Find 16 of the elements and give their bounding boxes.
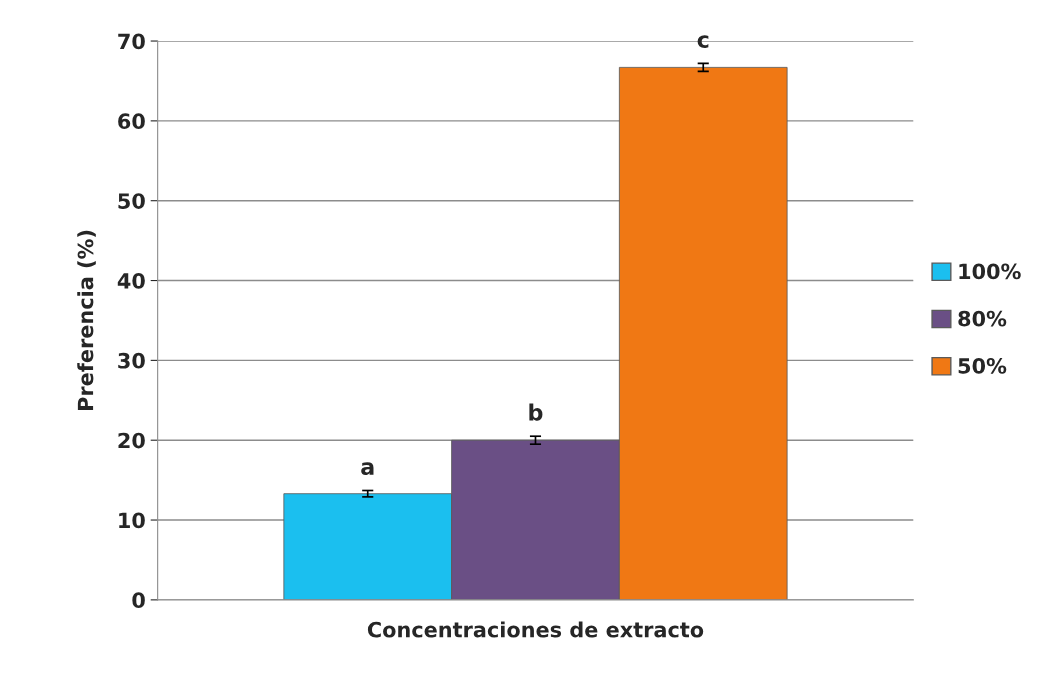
y-tick-label: 50: [118, 193, 145, 209]
y-tick-label: 70: [118, 33, 145, 50]
annotation: b: [529, 403, 543, 421]
y-tick-label: 0: [132, 592, 145, 609]
legend-label: 100%: [959, 263, 1021, 280]
y-tick-label: 10: [119, 512, 145, 529]
y-tick-label: 30: [118, 352, 145, 369]
legend-label: 80%: [958, 310, 1007, 327]
y-tick-label: 40: [117, 272, 145, 289]
annotation: c: [697, 35, 709, 48]
legend-label: 50%: [958, 357, 1007, 374]
x-axis-title: Concentraciones de extracto: [367, 621, 704, 638]
y-tick-label: 20: [118, 432, 145, 449]
y-axis-title: Preferencia (%): [77, 230, 96, 410]
annotation: a: [361, 462, 374, 476]
y-tick-label: 60: [118, 113, 145, 130]
